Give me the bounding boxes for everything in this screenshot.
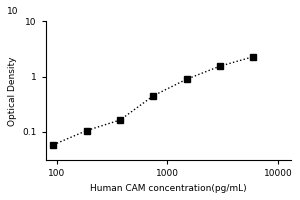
- X-axis label: Human CAM concentration(pg/mL): Human CAM concentration(pg/mL): [90, 184, 247, 193]
- Text: 10: 10: [7, 7, 18, 16]
- Y-axis label: Optical Density: Optical Density: [8, 56, 17, 126]
